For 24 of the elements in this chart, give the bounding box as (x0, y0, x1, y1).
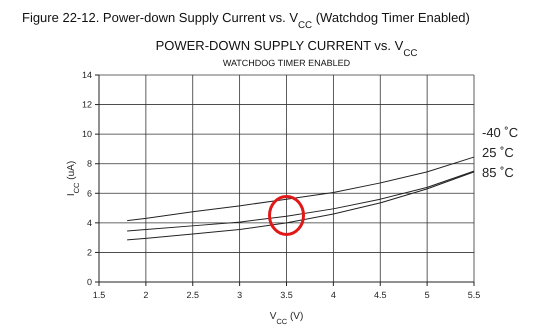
series-label: 25 ˚C (482, 145, 514, 160)
chart-subtitle: WATCHDOG TIMER ENABLED (222, 58, 351, 68)
y-tick-label: 10 (82, 129, 92, 140)
x-tick-label: 2 (143, 290, 148, 300)
x-tick-label: 2.5 (186, 290, 200, 300)
y-tick-label: 0 (86, 277, 92, 287)
x-tick-label: 5 (424, 290, 430, 300)
y-tick-label: 4 (86, 218, 92, 228)
x-tick-label: 3.5 (280, 290, 293, 300)
x-tick-label: 4.5 (374, 290, 387, 300)
chart-title: POWER-DOWN SUPPLY CURRENT vs. V$_{CC}$ (156, 38, 418, 58)
y-tick-label: 2 (86, 247, 92, 258)
series-label: 85 ˚C (482, 165, 514, 180)
x-tick-label: 5.5 (468, 290, 480, 300)
series-label: -40 ˚C (482, 125, 518, 140)
y-tick-label: 12 (82, 100, 92, 110)
x-tick-label: 1.5 (92, 290, 106, 300)
caption: Figure 22-12. Power-down Supply Current vs. V$_{CC}$ (Watchdog Timer Enabled) (22, 10, 470, 30)
y-tick-label: 8 (86, 158, 92, 169)
x-tick-label: 3 (237, 290, 242, 300)
x-axis-title: V$_{CC}$ (V) (270, 311, 304, 326)
x-tick-label: 4 (330, 290, 336, 300)
y-tick-label: 14 (82, 70, 92, 80)
y-tick-label: 6 (86, 188, 92, 198)
